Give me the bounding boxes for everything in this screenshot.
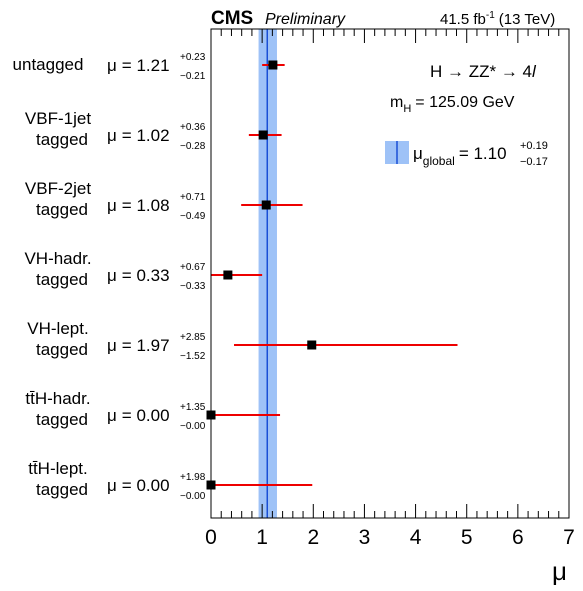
mu-down-error: −0.00 — [180, 421, 206, 432]
category-label-tagged: tagged — [36, 270, 88, 289]
mass-subscript: H — [403, 103, 411, 115]
mu-number: = 1.97 — [122, 336, 170, 355]
process-lepton: l — [532, 62, 537, 81]
mass-label: mH = 125.09 GeV — [390, 94, 515, 115]
mu-symbol: μ — [107, 406, 117, 425]
mu-up-error: +0.36 — [180, 122, 206, 133]
data-point — [307, 340, 317, 350]
mu-value: μ = 1.08 — [107, 196, 170, 215]
data-point — [258, 130, 268, 140]
mu-value: μ = 0.00 — [107, 476, 170, 495]
mu-number: = 1.21 — [122, 56, 170, 75]
mu-number: = 0.33 — [122, 266, 170, 285]
category-label-tagged: tagged — [36, 480, 88, 499]
mu-symbol: μ — [107, 126, 117, 145]
mu-value: μ = 0.33 — [107, 266, 170, 285]
preliminary-label: Preliminary — [265, 11, 346, 28]
mu-number: = 0.00 — [122, 406, 170, 425]
x-tick-label: 6 — [512, 526, 524, 549]
x-tick-label: 1 — [256, 526, 268, 549]
luminosity-label: 41.5 fb-1 (13 TeV) — [440, 10, 555, 28]
global-band-layer — [258, 29, 277, 518]
lumi-exponent: -1 — [486, 10, 495, 21]
mu-value: μ = 1.21 — [107, 56, 170, 75]
x-tick-label: 3 — [359, 526, 371, 549]
mu-down-error: −0.33 — [180, 281, 206, 292]
mu-symbol: μ — [107, 266, 117, 285]
lumi-energy: (13 TeV) — [499, 11, 555, 28]
mu-down-error: −0.00 — [180, 491, 206, 502]
mu-value: μ = 1.02 — [107, 126, 170, 145]
mu-symbol: μ — [107, 476, 117, 495]
legend-mu: μ — [413, 144, 423, 163]
process-text: H → ZZ* → 4 — [430, 62, 532, 81]
legend-up: +0.19 — [520, 140, 548, 152]
x-tick-label: 7 — [563, 526, 575, 549]
mu-up-error: +0.71 — [180, 192, 206, 203]
data-point — [261, 200, 271, 210]
mu-value: μ = 1.97 — [107, 336, 170, 355]
mu-value: μ = 0.00 — [107, 406, 170, 425]
x-axis: 0 1 2 3 4 5 6 7 — [205, 29, 575, 549]
mu-number: = 1.02 — [122, 126, 170, 145]
mu-number: = 0.00 — [122, 476, 170, 495]
legend-mu-global: μglobal = 1.10 — [413, 144, 507, 168]
mu-down-error: −0.49 — [180, 211, 206, 222]
mu-up-error: +1.98 — [180, 472, 206, 483]
x-tick-label: 5 — [461, 526, 473, 549]
category-label: VH-hadr. — [24, 249, 91, 268]
x-tick-label: 0 — [205, 526, 217, 549]
plot-frame — [210, 28, 570, 519]
category-label-tagged: tagged — [36, 200, 88, 219]
category-label-tagged: tagged — [36, 340, 88, 359]
category-label-tagged: tagged — [36, 410, 88, 429]
data-point — [268, 60, 278, 70]
category-label: VBF-1jet — [25, 109, 91, 128]
x-axis-title: μ — [552, 556, 567, 586]
data-marks-layer — [206, 60, 458, 490]
category-label: untagged — [13, 55, 84, 74]
process-label: H → ZZ* → 4l — [430, 62, 537, 81]
mu-up-error: +0.67 — [180, 262, 206, 273]
data-point — [223, 270, 233, 280]
category-label: tt̄H-hadr. — [25, 389, 90, 408]
mu-up-error: +0.23 — [180, 52, 206, 63]
mu-symbol: μ — [107, 336, 117, 355]
category-label: tt̄H-lept. — [28, 459, 88, 478]
mu-down-error: −0.21 — [180, 71, 206, 82]
mu-symbol: μ — [107, 196, 117, 215]
x-tick-label: 4 — [410, 526, 422, 549]
mass-symbol: m — [390, 94, 403, 111]
mu-down-error: −0.28 — [180, 141, 206, 152]
mu-down-error: −1.52 — [180, 351, 206, 362]
x-tick-label: 2 — [307, 526, 319, 549]
category-label: VH-lept. — [27, 319, 88, 338]
mu-up-error: +2.85 — [180, 332, 206, 343]
lumi-value: 41.5 fb — [440, 11, 486, 28]
legend-down: −0.17 — [520, 156, 548, 168]
legend-value: = 1.10 — [459, 144, 507, 163]
mu-number: = 1.08 — [122, 196, 170, 215]
cms-label: CMS — [211, 8, 253, 29]
mass-value: = 125.09 GeV — [415, 94, 515, 111]
mu-up-error: +1.35 — [180, 402, 206, 413]
category-label: VBF-2jet — [25, 179, 91, 198]
mu-symbol: μ — [107, 56, 117, 75]
legend-sub: global — [423, 154, 455, 168]
category-label-tagged: tagged — [36, 130, 88, 149]
